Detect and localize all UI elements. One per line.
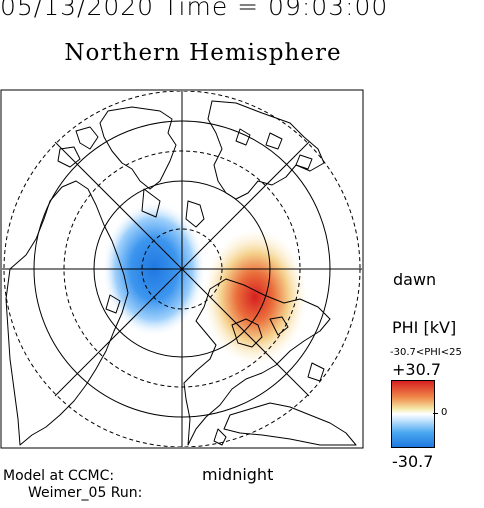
colorbar xyxy=(391,380,435,448)
coastlines xyxy=(5,100,357,446)
colorbar-range: -30.7<PHI<25 xyxy=(390,347,462,358)
colorbar-max-label: +30.7 xyxy=(392,360,442,379)
model-label: Model at CCMC: xyxy=(3,468,115,484)
dawn-label: dawn xyxy=(393,270,437,289)
polar-map xyxy=(0,89,364,449)
run-label: Weimer_05 Run: xyxy=(28,485,143,501)
colorbar-title: PHI [kV] xyxy=(392,318,457,337)
midnight-label: midnight xyxy=(202,465,274,484)
colorbar-min-label: -30.7 xyxy=(392,452,434,471)
plot-title: Northern Hemisphere xyxy=(64,40,342,66)
datetime-label: 05/13/2020 Time = 09:03:00 xyxy=(0,0,389,21)
map-frame xyxy=(0,89,364,449)
potential-blob-positive xyxy=(203,229,307,365)
meridian-diagonal-2 xyxy=(54,141,310,397)
colorbar-zero-label: 0 xyxy=(441,407,448,418)
colorbar-zero-tick xyxy=(433,413,438,414)
